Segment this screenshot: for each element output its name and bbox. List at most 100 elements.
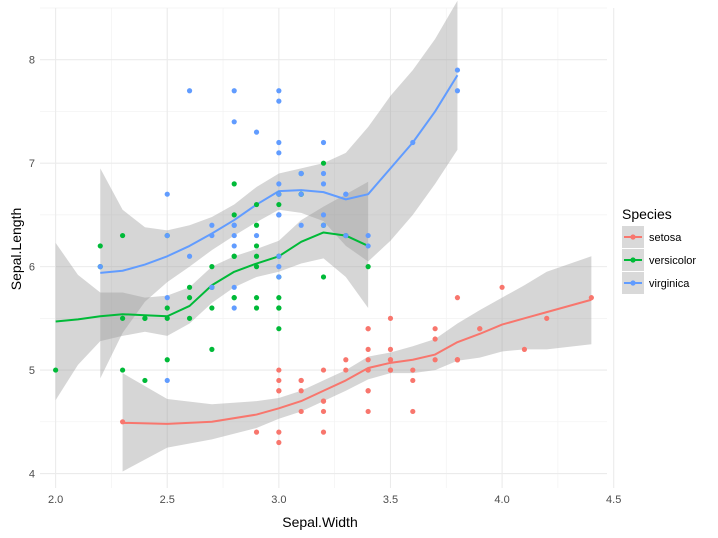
legend-label-versicolor: versicolor (649, 255, 696, 267)
legend-point-setosa (630, 234, 636, 240)
point-setosa (387, 315, 394, 321)
point-versicolor (276, 326, 282, 332)
point-setosa (298, 377, 304, 384)
point-virginica (253, 129, 260, 135)
point-versicolor (253, 253, 260, 259)
point-virginica (276, 191, 282, 197)
point-setosa (365, 357, 371, 363)
point-versicolor (320, 274, 327, 280)
point-setosa (298, 388, 304, 394)
point-virginica (231, 305, 237, 311)
point-versicolor (231, 181, 237, 187)
y-axis-ticks: 4 5 6 7 8 (29, 55, 35, 481)
point-virginica (365, 243, 371, 249)
point-virginica (164, 295, 170, 301)
point-virginica (276, 212, 282, 218)
point-versicolor (253, 243, 260, 249)
y-axis-title: Sepal.Length (8, 208, 24, 291)
x-tick-label: 3.5 (383, 494, 398, 506)
point-setosa (387, 346, 394, 352)
point-virginica (320, 212, 327, 218)
point-virginica (276, 274, 282, 280)
y-tick-label: 5 (29, 365, 35, 377)
point-setosa (365, 408, 371, 415)
point-versicolor (276, 295, 282, 301)
point-setosa (410, 377, 416, 384)
point-virginica (97, 264, 103, 270)
point-virginica (231, 284, 237, 290)
legend-label-setosa: setosa (649, 232, 682, 244)
point-versicolor (119, 367, 126, 373)
point-virginica (343, 232, 349, 239)
point-virginica (276, 253, 282, 259)
point-virginica (320, 222, 327, 228)
smooth-line-virginica (100, 74, 459, 274)
point-versicolor (209, 346, 215, 352)
point-virginica (231, 119, 237, 125)
smooth-line-setosa (122, 298, 592, 425)
point-setosa (320, 429, 327, 435)
x-tick-label: 4.5 (606, 494, 621, 506)
x-axis-title: Sepal.Width (282, 514, 357, 530)
point-setosa (343, 357, 349, 363)
y-tick-label: 8 (29, 55, 35, 67)
point-versicolor (253, 305, 260, 311)
point-versicolor (231, 253, 237, 259)
point-setosa (454, 357, 461, 363)
point-versicolor (209, 264, 215, 270)
point-setosa (253, 429, 260, 435)
y-tick-label: 7 (29, 158, 35, 170)
point-virginica (320, 170, 327, 177)
x-tick-label: 2.5 (160, 494, 175, 506)
legend-label-virginica: virginica (649, 278, 690, 290)
point-virginica (454, 67, 461, 73)
point-setosa (276, 388, 282, 394)
point-versicolor (186, 315, 193, 321)
data-points (53, 67, 594, 446)
point-versicolor (119, 232, 126, 239)
point-virginica (231, 88, 237, 94)
point-virginica (231, 222, 237, 228)
legend: Species setosa versicolor virginica (622, 206, 696, 294)
minor-gridlines (40, 7, 607, 488)
point-setosa (365, 388, 371, 394)
point-virginica (164, 232, 170, 239)
point-virginica (209, 284, 215, 290)
point-setosa (119, 419, 126, 425)
point-setosa (276, 439, 282, 446)
point-virginica (231, 243, 237, 249)
x-tick-label: 3.0 (271, 494, 286, 506)
point-setosa (454, 295, 461, 301)
point-setosa (365, 326, 371, 332)
point-versicolor (164, 305, 170, 311)
point-virginica (365, 232, 371, 239)
point-versicolor (142, 377, 148, 384)
point-setosa (365, 367, 371, 373)
point-setosa (410, 408, 416, 415)
point-virginica (298, 170, 304, 177)
point-versicolor (119, 315, 126, 321)
legend-title: Species (622, 206, 672, 222)
y-tick-label: 6 (29, 262, 35, 274)
point-virginica (320, 139, 327, 146)
point-virginica (320, 181, 327, 187)
point-setosa (521, 346, 528, 352)
confidence-band-versicolor (55, 181, 369, 401)
point-virginica (410, 139, 416, 146)
legend-point-virginica (630, 280, 636, 286)
point-versicolor (164, 315, 170, 321)
point-versicolor (253, 201, 260, 208)
confidence-band-virginica (100, 0, 458, 379)
point-versicolor (53, 367, 59, 373)
point-virginica (276, 98, 282, 104)
point-setosa (432, 357, 438, 363)
point-versicolor (276, 201, 282, 208)
point-virginica (276, 264, 282, 270)
point-versicolor (365, 264, 371, 270)
point-setosa (298, 408, 304, 415)
point-virginica (276, 181, 282, 187)
point-virginica (298, 191, 304, 197)
point-virginica (186, 253, 193, 259)
point-virginica (253, 232, 260, 239)
point-versicolor (97, 243, 103, 249)
